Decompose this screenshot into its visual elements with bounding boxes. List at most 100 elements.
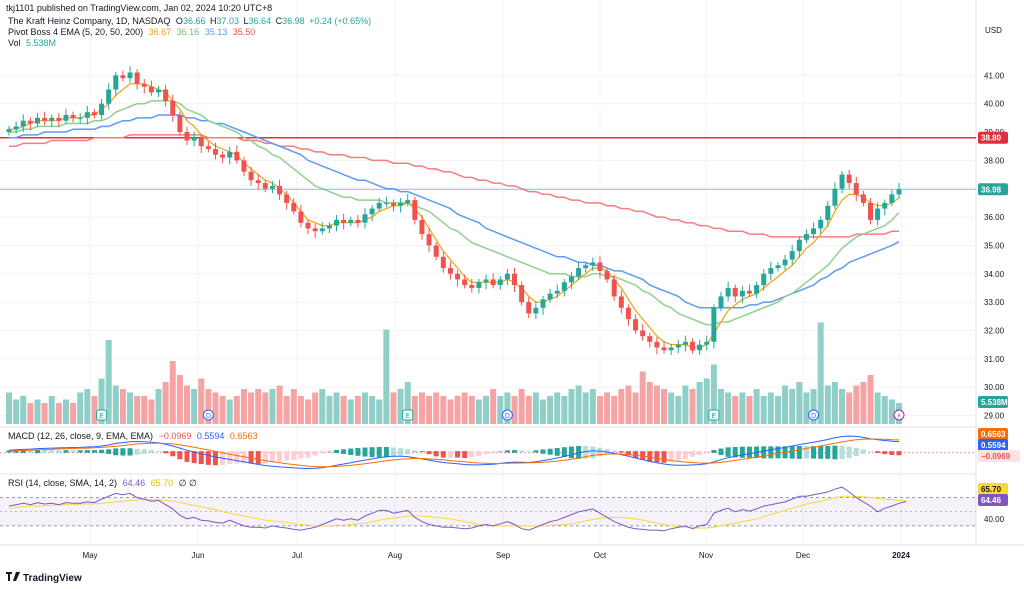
candle-body — [483, 279, 489, 283]
macd-histogram-bar — [497, 451, 503, 452]
volume-bar — [169, 361, 176, 424]
candle-body — [668, 347, 674, 351]
macd-histogram-bar — [818, 446, 824, 459]
volume-bar — [362, 392, 368, 424]
macd-histogram-bar — [896, 451, 902, 456]
lightning-icon — [893, 409, 905, 421]
volume-bar — [867, 375, 874, 424]
candle-body — [163, 89, 169, 101]
time-tick-label: Dec — [796, 551, 810, 560]
volume-bar — [41, 403, 48, 424]
candle-body — [426, 234, 432, 246]
macd-line-value: 0.5594 — [196, 431, 225, 441]
volume-bar — [148, 399, 155, 424]
volume-bar — [554, 392, 561, 424]
macd-histogram-bar — [860, 449, 866, 454]
macd-histogram-bar — [113, 448, 119, 456]
candle-body — [754, 285, 760, 294]
volume-bar — [62, 399, 69, 424]
currency-label[interactable]: USD — [985, 26, 1002, 35]
volume-bar — [369, 396, 376, 424]
macd-histogram-bar — [647, 451, 653, 462]
macd-histogram-bar — [661, 451, 667, 463]
candle-body — [497, 279, 503, 286]
macd-pane[interactable] — [0, 435, 976, 470]
macd-histogram-bar — [668, 451, 674, 462]
event-markers[interactable]: E D E D E D ⚡ — [96, 409, 905, 421]
macd-histogram-bar — [490, 451, 496, 453]
price-tick-label: 40.00 — [984, 100, 1005, 109]
macd-histogram-bar — [561, 447, 567, 458]
macd-histogram-bar — [341, 449, 347, 454]
candle-body — [697, 344, 703, 351]
ema-lines — [9, 83, 900, 349]
volume-bar — [874, 392, 881, 424]
macd-legend[interactable]: MACD (12, 26, close, 9, EMA, EMA) −0.096… — [8, 431, 260, 441]
macd-histogram-bar — [277, 451, 283, 462]
candle-body — [690, 341, 696, 351]
macd-histogram-bar — [127, 448, 133, 456]
tradingview-logo[interactable]: TradingView — [6, 572, 82, 584]
rsi-pane[interactable] — [0, 486, 976, 532]
macd-histogram-bar — [590, 446, 596, 459]
high-value: 37.03 — [216, 16, 240, 26]
volume-bar — [803, 392, 810, 424]
candle-body — [512, 273, 518, 286]
candle-body — [348, 219, 354, 223]
time-tick-label: Aug — [388, 551, 402, 560]
volume-legend[interactable]: Vol 5.538M — [8, 38, 59, 48]
candle-body — [476, 282, 482, 288]
macd-signal-badge-bg — [978, 428, 1008, 440]
volume-badge: 5.538M — [981, 398, 1008, 407]
candle-body — [633, 319, 639, 331]
volume-legend-label: Vol — [8, 38, 21, 48]
macd-badge: 0.5594 — [981, 441, 1006, 450]
candle-body — [63, 115, 69, 121]
candle-body — [554, 290, 560, 294]
ema-legend[interactable]: Pivot Boss 4 EMA (5, 20, 50, 200) 36.67 … — [8, 27, 258, 37]
macd-histogram-bar — [633, 451, 639, 458]
volume-bar — [589, 389, 596, 424]
volume-bar — [233, 396, 240, 424]
publisher-line: tkj1101 published on TradingView.com, Ja… — [6, 3, 273, 13]
candle-body — [56, 117, 62, 121]
macd-histogram-bar — [462, 451, 468, 458]
earnings-marker — [96, 409, 108, 421]
candle-body — [99, 103, 105, 116]
candle-body — [383, 202, 389, 204]
time-axis[interactable]: May Jun Jul Aug Sep Oct Nov Dec 2024 — [82, 551, 910, 560]
macd-histogram-bar — [156, 450, 162, 452]
volume-bar — [696, 382, 703, 424]
volume-bar — [490, 389, 497, 424]
ema50-value: 35.13 — [204, 27, 228, 37]
candlesticks[interactable] — [6, 66, 902, 355]
macd-histogram-bar — [868, 450, 874, 452]
candle-body — [519, 285, 525, 303]
time-tick-label: Jun — [192, 551, 205, 560]
rsi-sma-badge: 65.70 — [981, 485, 1002, 494]
macd-histogram-bar — [405, 449, 411, 455]
candle-body — [269, 185, 275, 189]
tradingview-logo-text: TradingView — [23, 573, 82, 584]
candle-body — [533, 307, 539, 314]
volume-bar — [646, 382, 653, 424]
macd-histogram-bar — [234, 451, 240, 464]
candle-body — [718, 296, 724, 308]
volume-bar — [440, 396, 447, 424]
candle-body — [504, 273, 510, 280]
candle-body — [341, 219, 347, 223]
symbol-legend[interactable]: The Kraft Heinz Company, 1D, NASDAQ O36.… — [8, 16, 374, 26]
macd-histogram-bar — [775, 446, 781, 459]
volume-bar — [240, 389, 247, 424]
volume-bar — [611, 396, 618, 424]
rsi-legend[interactable]: RSI (14, close, SMA, 14, 2) 64.46 65.70 … — [8, 478, 200, 489]
macd-histogram-bar — [882, 451, 888, 455]
volume-bar — [767, 392, 774, 424]
candle-body — [113, 75, 119, 90]
volume-bar — [454, 396, 461, 424]
volume-bar — [27, 403, 34, 424]
volume-bar — [582, 392, 589, 424]
volume-bar — [653, 385, 660, 424]
macd-histogram-bar — [170, 451, 176, 457]
